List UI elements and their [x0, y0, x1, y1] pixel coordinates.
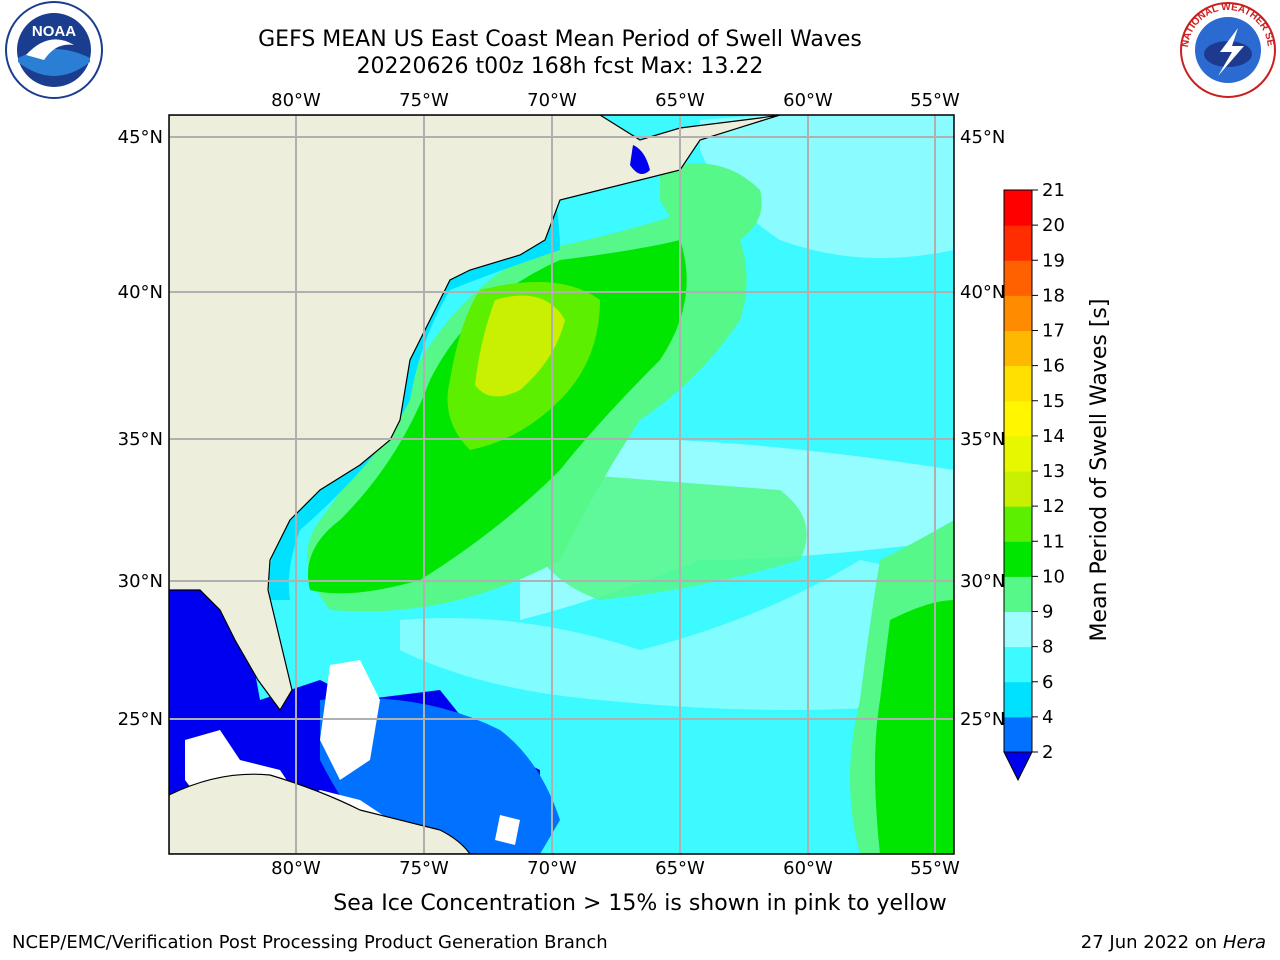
colorbar-tick-label: 9: [1042, 602, 1053, 623]
lon-label: 55°W: [910, 90, 960, 111]
colorbar-tick-label: 17: [1042, 321, 1065, 342]
colorbar-segment: [1004, 611, 1032, 648]
colorbar-segment: [1004, 295, 1032, 331]
lat-labels-right: 45°N 40°N 35°N 30°N 25°N: [960, 127, 1005, 730]
date-text: 27 Jun 2022 on: [1080, 932, 1218, 953]
date-stamp: 27 Jun 2022 on Hera: [1081, 932, 1266, 953]
colorbar-tick-label: 16: [1042, 356, 1065, 377]
map-field: [169, 115, 954, 854]
lon-label: 65°W: [655, 90, 705, 111]
lat-label: 30°N: [118, 571, 163, 592]
lat-label: 40°N: [118, 282, 163, 303]
colorbar-segment: [1004, 681, 1032, 718]
colorbar-segment: [1004, 716, 1032, 753]
lat-label: 30°N: [960, 571, 1005, 592]
map-border: [168, 114, 955, 855]
colorbar-segment: [1004, 506, 1032, 542]
lon-label: 55°W: [910, 858, 960, 879]
colorbar-segment: [1004, 400, 1032, 437]
colorbar-tick-label: 19: [1042, 250, 1065, 271]
colorbar-tick-label: 13: [1042, 461, 1065, 482]
lat-label: 45°N: [118, 127, 163, 148]
sea-ice-caption: Sea Ice Concentration > 15% is shown in …: [333, 891, 947, 916]
lon-label: 60°W: [783, 90, 833, 111]
lon-label: 75°W: [399, 858, 449, 879]
colorbar-tick-label: 10: [1042, 566, 1065, 587]
colorbar-segment: [1004, 576, 1032, 612]
colorbar-tick-label: 21: [1042, 180, 1065, 201]
lat-label: 25°N: [118, 709, 163, 730]
colorbar-tick-label: 20: [1042, 215, 1065, 236]
lon-label: 80°W: [271, 90, 321, 111]
land-cuba: [169, 773, 471, 854]
colorbar-tick-label: 4: [1042, 707, 1053, 728]
colorbar-segment: [1004, 365, 1032, 402]
colorbar-tick-label: 6: [1042, 672, 1053, 693]
colorbar-underflow: [1003, 751, 1033, 782]
lat-label: 40°N: [960, 282, 1005, 303]
lon-label: 70°W: [527, 90, 577, 111]
colorbar-label: Mean Period of Swell Waves [s]: [1087, 299, 1112, 642]
colorbar-segment: [1004, 435, 1032, 472]
colorbar-tick-label: 2: [1042, 742, 1053, 763]
colorbar-segment: [1004, 646, 1032, 683]
credit-text: NCEP/EMC/Verification Post Processing Pr…: [12, 932, 608, 953]
colorbar-tick-label: 12: [1042, 496, 1065, 517]
lat-label: 45°N: [960, 127, 1005, 148]
noaa-logo-icon: NOAA: [4, 0, 104, 100]
lon-labels-bottom: 80°W 75°W 70°W 65°W 60°W 55°W: [271, 858, 960, 879]
colorbar: [1003, 189, 1033, 782]
colorbar-segment: [1004, 260, 1032, 296]
lon-labels-top: 80°W 75°W 70°W 65°W 60°W 55°W: [271, 90, 960, 111]
colorbar-segment: [1004, 190, 1032, 226]
colorbar-ticks: 2 4 6 8 9 10 11 12 13 14 15 16 17 18 19 20 21: [1032, 180, 1065, 763]
lat-label: 35°N: [118, 429, 163, 450]
colorbar-tick-label: 15: [1042, 391, 1065, 412]
host-text: Hera: [1222, 932, 1266, 953]
land-us-east-coast: [169, 115, 781, 712]
lon-label: 75°W: [399, 90, 449, 111]
colorbar-tick-label: 8: [1042, 637, 1053, 658]
colorbar-tick-label: 18: [1042, 285, 1065, 306]
chart-title: GEFS MEAN US East Coast Mean Period of S…: [258, 27, 862, 52]
lon-label: 80°W: [271, 858, 321, 879]
colorbar-tick-label: 11: [1042, 531, 1065, 552]
svg-text:NOAA: NOAA: [32, 23, 76, 40]
nws-logo-icon: NATIONAL WEATHER SERVICE: [1174, 0, 1278, 100]
graticule: [169, 115, 954, 854]
chart-subtitle: 20220626 t00z 168h fcst Max: 13.22: [356, 54, 764, 79]
lon-label: 60°W: [783, 858, 833, 879]
colorbar-segment: [1004, 471, 1032, 507]
lat-label: 25°N: [960, 709, 1005, 730]
lat-labels-left: 45°N 40°N 35°N 30°N 25°N: [118, 127, 163, 730]
colorbar-tick-label: 14: [1042, 426, 1065, 447]
colorbar-segment: [1004, 225, 1032, 261]
colorbar-segment: [1004, 541, 1032, 577]
lat-label: 35°N: [960, 429, 1005, 450]
colorbar-segment: [1004, 330, 1032, 367]
lon-label: 70°W: [527, 858, 577, 879]
lon-label: 65°W: [655, 858, 705, 879]
